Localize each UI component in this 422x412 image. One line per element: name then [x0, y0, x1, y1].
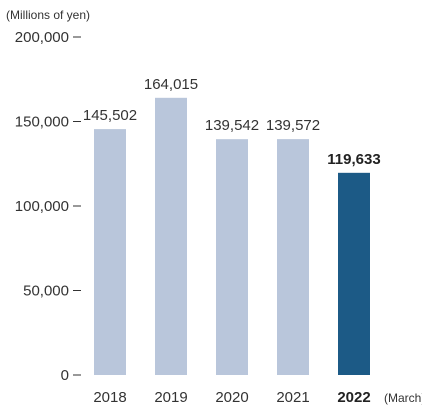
y-tick-label: 0: [61, 367, 69, 384]
y-tick-label: 100,000: [15, 198, 69, 215]
bar: [155, 97, 187, 376]
bar: [277, 139, 309, 375]
y-tick-label: 50,000: [23, 283, 69, 300]
x-axis-suffix: (March): [384, 391, 422, 405]
y-tick-label: 150,000: [15, 114, 69, 131]
data-label: 164,015: [144, 76, 198, 93]
bar: [94, 129, 126, 375]
category-label: 2018: [93, 389, 126, 406]
data-label: 139,542: [205, 117, 259, 134]
bars-layer: [94, 97, 370, 376]
y-tick-label: 200,000: [15, 29, 69, 46]
labels-layer: 145,502 2018 164,015 2019 139,542 2020 139,572…: [83, 76, 422, 406]
data-label: 145,502: [83, 107, 137, 124]
category-label: 2020: [215, 389, 248, 406]
category-label: 2021: [276, 389, 309, 406]
bar: [216, 139, 248, 375]
bar: [338, 172, 370, 375]
axis-layer: 0 50,000 100,000 150,000 200,000: [15, 29, 81, 384]
category-label: 2022: [337, 389, 370, 406]
data-label: 119,633: [327, 151, 380, 168]
data-label: 139,572: [266, 117, 320, 134]
unit-label: (Millions of yen): [6, 8, 91, 22]
category-label: 2019: [154, 389, 187, 406]
